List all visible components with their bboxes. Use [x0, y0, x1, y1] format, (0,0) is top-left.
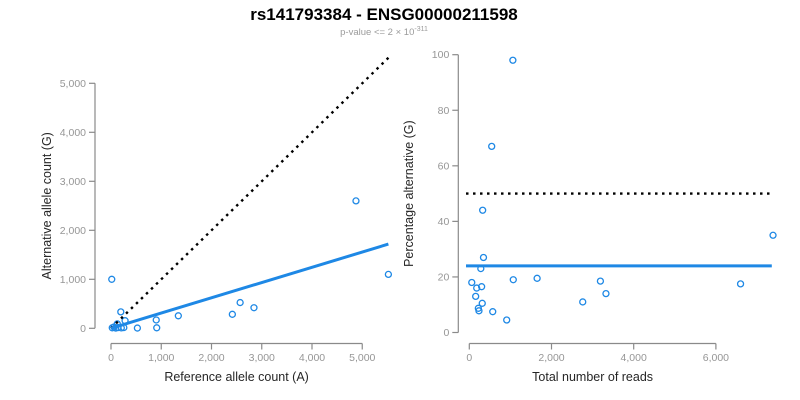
x-axis-label: Total number of reads	[532, 370, 653, 384]
y-tick-label: 40	[438, 216, 450, 228]
x-tick-label: 2,000	[198, 352, 224, 364]
x-tick-label: 3,000	[249, 352, 275, 364]
figure-title: rs141793384 - ENSG00000211598	[250, 5, 518, 24]
y-axis-label: Percentage alternative (G)	[402, 120, 416, 267]
data-point	[384, 270, 393, 279]
points-layer	[108, 197, 393, 332]
y-tick-label: 80	[438, 105, 450, 117]
data-point	[133, 324, 142, 332]
fit-line	[110, 242, 389, 330]
data-point	[352, 197, 360, 205]
x-tick-label: 0	[466, 352, 472, 364]
lines-layer	[110, 55, 392, 330]
data-point	[117, 308, 125, 316]
scatter-percentage-reads: 0 2,000 4,000 6,000 0 20 40 60 80 100 Total numbe…	[402, 49, 777, 384]
lines-layer	[466, 192, 772, 268]
data-point	[488, 142, 496, 151]
x-tick-label: 2,000	[538, 352, 564, 364]
y-tick-label: 100	[432, 49, 450, 61]
data-point	[509, 56, 517, 64]
subtitle-exponent: -311	[414, 26, 428, 33]
data-point	[479, 206, 487, 214]
y-tick-label: 5,000	[60, 78, 86, 90]
data-point	[236, 298, 244, 307]
scatter-allele-counts: 0 1,000 2,000 3,000 4,000 5,000 0 1,000 2,000 3,0…	[40, 55, 393, 384]
x-tick-label: 6,000	[703, 352, 729, 364]
y-tick-label: 0	[80, 323, 86, 335]
data-point	[475, 307, 483, 315]
identity-line	[110, 55, 392, 330]
data-point	[473, 284, 481, 292]
y-tick-label: 60	[438, 160, 450, 172]
data-point	[602, 289, 610, 298]
y-axis-label: Alternative allele count (G)	[40, 132, 54, 279]
y-tick-label: 3,000	[60, 176, 86, 188]
axes: 0 1,000 2,000 3,000 4,000 5,000 0 1,000 2,000 3,0…	[60, 78, 376, 364]
y-tick-label: 20	[438, 271, 450, 283]
data-point	[153, 324, 161, 332]
axes: 0 2,000 4,000 6,000 0 20 40 60 80 100	[432, 49, 729, 364]
data-point	[489, 308, 497, 316]
y-tick-label: 0	[443, 327, 449, 339]
data-point	[769, 231, 777, 239]
x-tick-label: 4,000	[621, 352, 647, 364]
data-point	[174, 312, 182, 320]
data-point	[503, 316, 511, 324]
data-point	[579, 298, 587, 306]
data-point	[533, 274, 541, 282]
y-tick-label: 2,000	[60, 225, 86, 237]
data-point	[250, 304, 258, 312]
data-point	[478, 299, 486, 307]
data-point	[108, 275, 116, 283]
data-point	[596, 277, 605, 285]
y-tick-label: 1,000	[60, 274, 86, 286]
data-point	[468, 278, 476, 287]
subtitle-main: p-value <= 2 × 10	[340, 27, 414, 38]
data-point	[152, 316, 160, 324]
y-tick-label: 4,000	[60, 127, 86, 139]
x-axis-label: Reference allele count (A)	[164, 370, 309, 384]
x-tick-label: 1,000	[148, 352, 174, 364]
data-point	[479, 253, 488, 262]
points-layer	[468, 56, 777, 324]
data-point	[228, 310, 237, 318]
figure-subtitle: p-value <= 2 × 10-311	[340, 26, 428, 38]
x-tick-label: 4,000	[299, 352, 325, 364]
data-point	[472, 292, 480, 301]
data-point	[477, 283, 486, 291]
data-point	[736, 280, 745, 288]
x-tick-label: 5,000	[349, 352, 375, 364]
data-point	[509, 276, 517, 284]
x-tick-label: 0	[108, 352, 114, 364]
